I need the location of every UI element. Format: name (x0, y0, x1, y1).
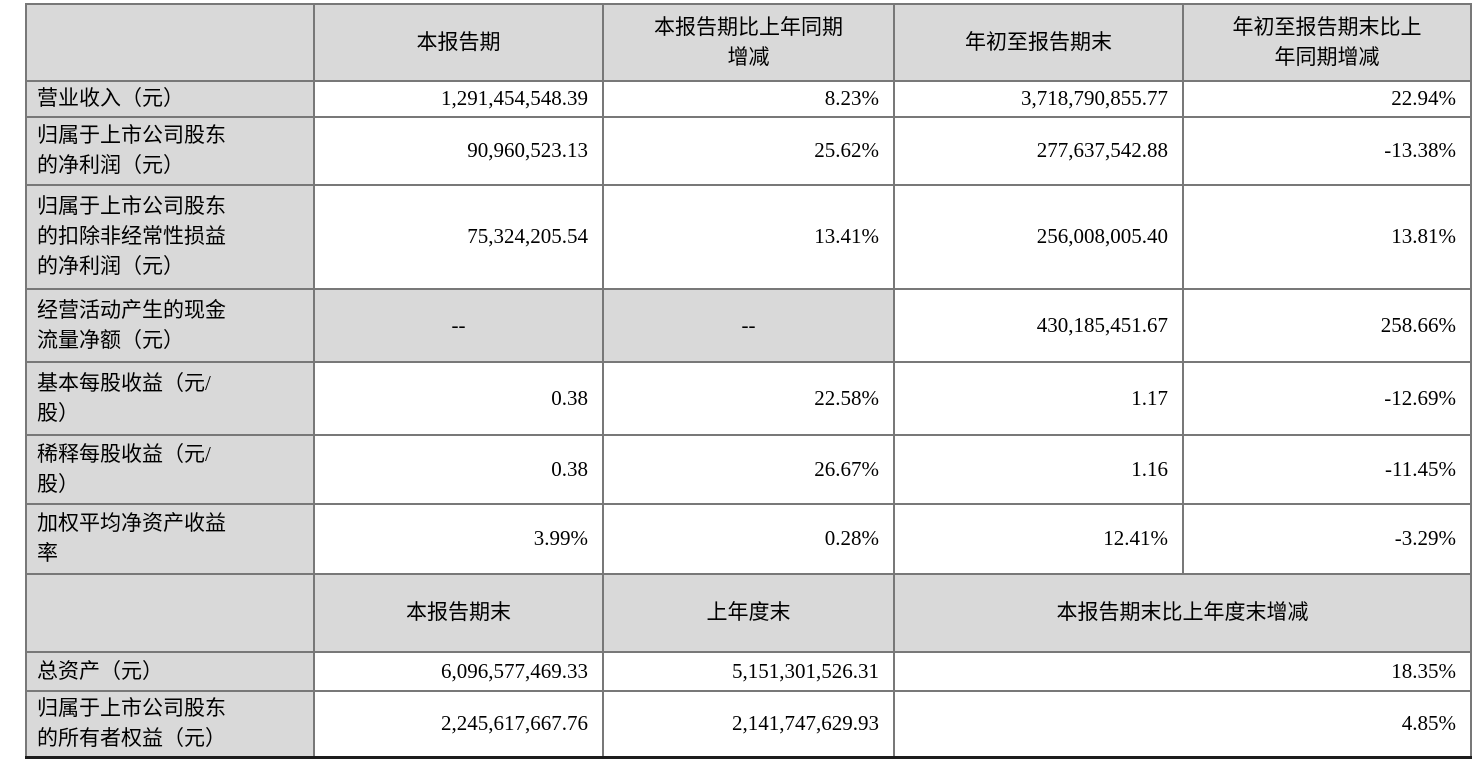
table-row-operating-cash-flow: 经营活动产生的现金流量净额（元） -- -- 430,185,451.67 25… (25, 288, 1472, 363)
table-header-row-quarter: 本报告期 本报告期比上年同期增减 年初至报告期末 年初至报告期末比上年同期增减 (25, 3, 1472, 82)
value-cell: 1.16 (893, 434, 1184, 505)
row-label: 加权平均净资产收益率 (25, 503, 315, 575)
column-header-end-of-prior-year: 上年度末 (602, 573, 895, 653)
financial-summary: 本报告期 本报告期比上年同期增减 年初至报告期末 年初至报告期末比上年同期增减 … (25, 3, 1472, 759)
value-cell: 0.38 (313, 434, 604, 505)
row-label: 归属于上市公司股东的所有者权益（元） (25, 689, 315, 759)
column-header-year-to-date: 年初至报告期末 (893, 3, 1184, 82)
table-row-total-assets: 总资产（元） 6,096,577,469.33 5,151,301,526.31… (25, 651, 1472, 692)
value-cell: -12.69% (1182, 361, 1472, 436)
row-label: 稀释每股收益（元/股） (25, 434, 315, 505)
table-row-owners-equity: 归属于上市公司股东的所有者权益（元） 2,245,617,667.76 2,14… (25, 689, 1472, 759)
value-cell: 22.58% (602, 361, 895, 436)
row-label: 基本每股收益（元/股） (25, 361, 315, 436)
value-cell: 12.41% (893, 503, 1184, 575)
table-row-diluted-eps: 稀释每股收益（元/股） 0.38 26.67% 1.16 -11.45% (25, 434, 1472, 505)
row-label: 营业收入（元） (25, 80, 315, 118)
value-cell-no-data: -- (313, 288, 604, 363)
value-cell: 1.17 (893, 361, 1184, 436)
quarterly-financials-table: 本报告期 本报告期比上年同期增减 年初至报告期末 年初至报告期末比上年同期增减 … (25, 3, 1472, 759)
value-cell: 8.23% (602, 80, 895, 118)
value-cell-change: 18.35% (893, 651, 1472, 692)
table-row-revenue: 营业收入（元） 1,291,454,548.39 8.23% 3,718,790… (25, 80, 1472, 118)
header-blank-cell (25, 573, 315, 653)
value-cell: 2,245,617,667.76 (313, 689, 604, 759)
row-label: 归属于上市公司股东的扣除非经常性损益的净利润（元） (25, 184, 315, 290)
value-cell: 75,324,205.54 (313, 184, 604, 290)
table-row-net-profit: 归属于上市公司股东的净利润（元） 90,960,523.13 25.62% 27… (25, 116, 1472, 186)
column-header-end-of-period: 本报告期末 (313, 573, 604, 653)
value-cell: 256,008,005.40 (893, 184, 1184, 290)
value-cell: 22.94% (1182, 80, 1472, 118)
column-header-current-period: 本报告期 (313, 3, 604, 82)
table-header-row-yearend: 本报告期末 上年度末 本报告期末比上年度末增减 (25, 573, 1472, 653)
value-cell: 3,718,790,855.77 (893, 80, 1184, 118)
value-cell: 3.99% (313, 503, 604, 575)
row-label: 经营活动产生的现金流量净额（元） (25, 288, 315, 363)
column-header-ytd-vs-prior-year: 年初至报告期末比上年同期增减 (1182, 3, 1472, 82)
value-cell: 430,185,451.67 (893, 288, 1184, 363)
column-header-period-end-change: 本报告期末比上年度末增减 (893, 573, 1472, 653)
table-row-weighted-avg-roe: 加权平均净资产收益率 3.99% 0.28% 12.41% -3.29% (25, 503, 1472, 575)
value-cell: 25.62% (602, 116, 895, 186)
value-cell: 1,291,454,548.39 (313, 80, 604, 118)
column-header-current-vs-prior-year: 本报告期比上年同期增减 (602, 3, 895, 82)
value-cell: 277,637,542.88 (893, 116, 1184, 186)
value-cell: 90,960,523.13 (313, 116, 604, 186)
table-row-basic-eps: 基本每股收益（元/股） 0.38 22.58% 1.17 -12.69% (25, 361, 1472, 436)
header-blank-cell (25, 3, 315, 82)
value-cell: 13.41% (602, 184, 895, 290)
value-cell-change: 4.85% (893, 689, 1472, 759)
row-label: 总资产（元） (25, 651, 315, 692)
value-cell: 6,096,577,469.33 (313, 651, 604, 692)
value-cell-no-data: -- (602, 288, 895, 363)
value-cell: 5,151,301,526.31 (602, 651, 895, 692)
value-cell: 258.66% (1182, 288, 1472, 363)
value-cell: 0.28% (602, 503, 895, 575)
value-cell: 26.67% (602, 434, 895, 505)
value-cell: -13.38% (1182, 116, 1472, 186)
row-label: 归属于上市公司股东的净利润（元） (25, 116, 315, 186)
value-cell: 2,141,747,629.93 (602, 689, 895, 759)
value-cell: 13.81% (1182, 184, 1472, 290)
value-cell: -3.29% (1182, 503, 1472, 575)
table-row-net-profit-excl-nonrecurring: 归属于上市公司股东的扣除非经常性损益的净利润（元） 75,324,205.54 … (25, 184, 1472, 290)
value-cell: -11.45% (1182, 434, 1472, 505)
value-cell: 0.38 (313, 361, 604, 436)
